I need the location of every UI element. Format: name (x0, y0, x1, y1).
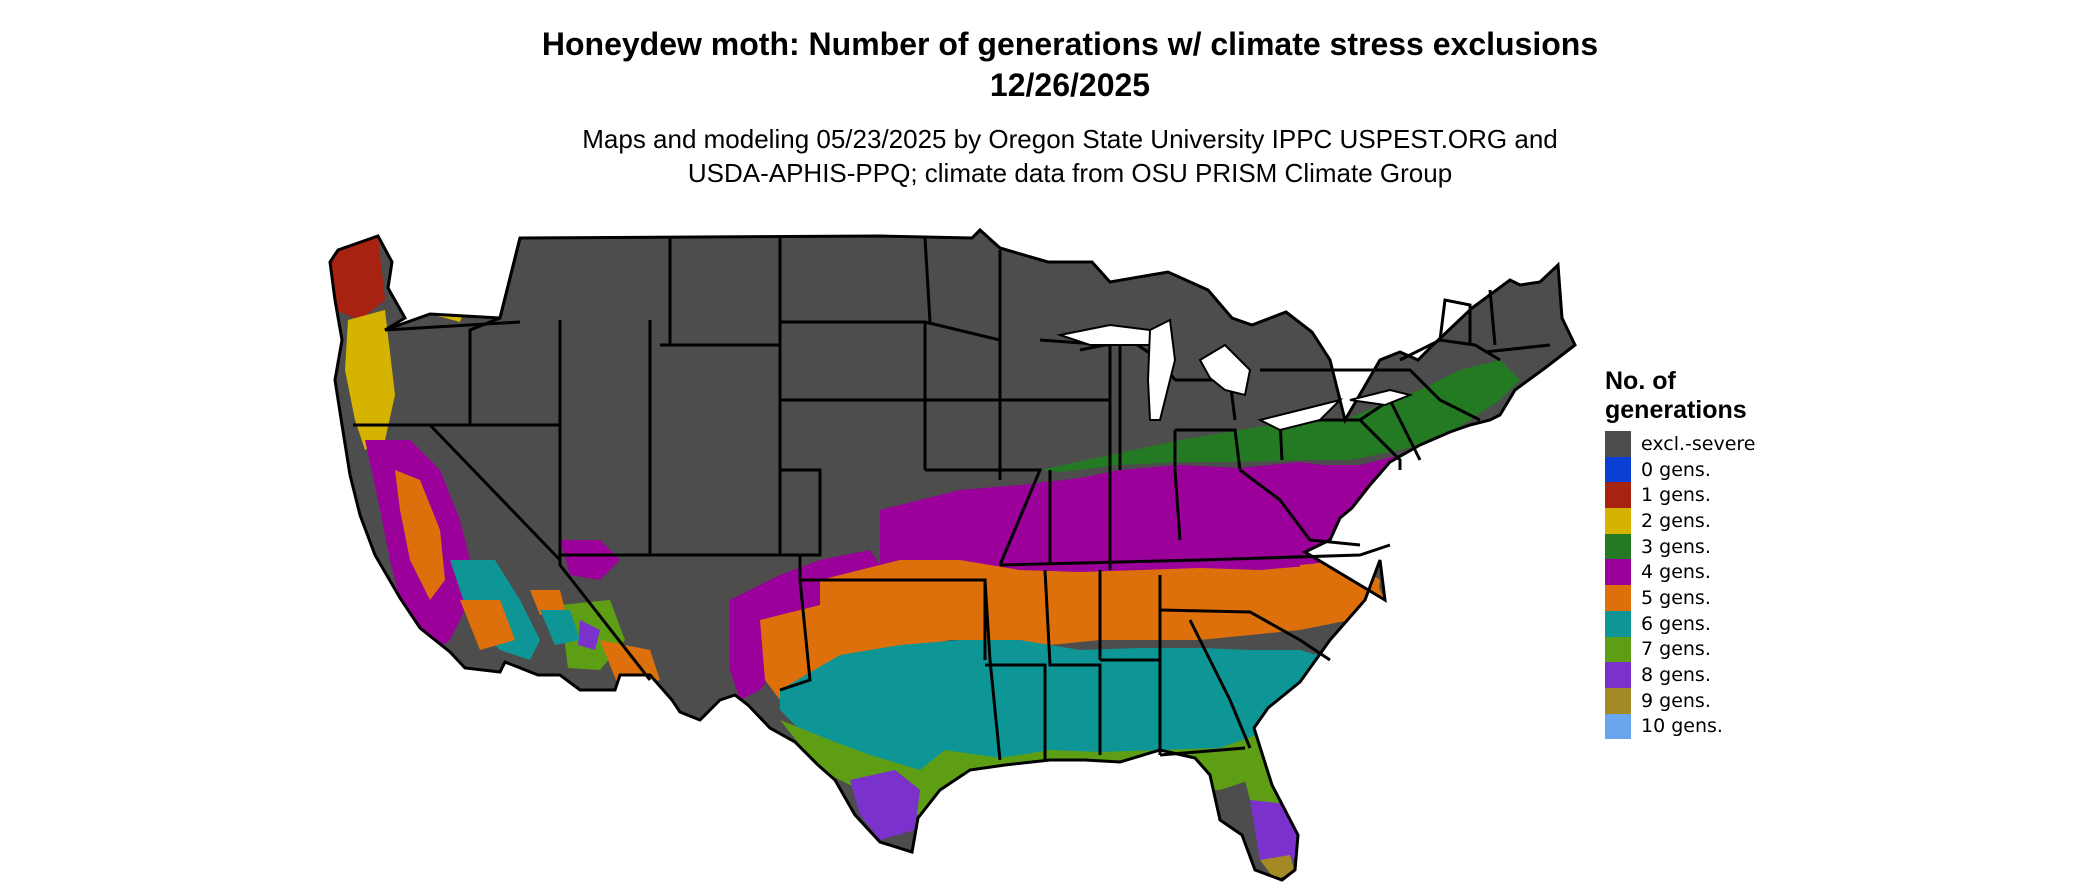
legend-swatch (1605, 662, 1631, 688)
legend-title-line-1: No. of (1605, 367, 1676, 395)
legend-label: 8 gens. (1641, 664, 1711, 687)
map-subtitle: Maps and modeling 05/23/2025 by Oregon S… (300, 122, 1840, 190)
legend-label: 0 gens. (1641, 458, 1711, 481)
legend-swatch (1605, 713, 1631, 740)
legend-label: 7 gens. (1641, 638, 1711, 661)
legend-swatch (1605, 559, 1631, 586)
legend-label: 3 gens. (1641, 535, 1711, 558)
title-line-2: 12/26/2025 (989, 67, 1151, 103)
legend-swatch (1605, 585, 1631, 611)
legend-label: excl.-severe (1641, 432, 1756, 455)
legend-item-5-gens: 5 gens. (1605, 585, 1756, 611)
legend-label: 2 gens. (1641, 509, 1711, 532)
legend-swatch (1605, 431, 1631, 457)
legend-item-3-gens: 3 gens. (1605, 533, 1756, 560)
legend-swatch (1605, 687, 1631, 714)
legend-item-4-gens: 4 gens. (1605, 559, 1756, 586)
legend-label: 5 gens. (1641, 586, 1711, 609)
legend-title: No. of generations (1605, 367, 1756, 425)
legend-swatch (1605, 610, 1631, 637)
map-title: Honeydew moth: Number of generations w/ … (300, 24, 1840, 106)
legend-item-8-gens: 8 gens. (1605, 662, 1756, 688)
legend-item-6-gens: 6 gens. (1605, 610, 1756, 637)
legend-label: 9 gens. (1641, 689, 1711, 712)
legend-item-1-gens: 1 gens. (1605, 482, 1756, 509)
legend-swatch (1605, 456, 1631, 483)
subtitle-line-2: USDA-APHIS-PPQ; climate data from OSU PR… (687, 158, 1453, 188)
legend-label: 10 gens. (1641, 715, 1723, 738)
legend-item-7-gens: 7 gens. (1605, 636, 1756, 663)
legend-item-excl-severe: excl.-severe (1605, 431, 1756, 457)
legend-item-0-gens: 0 gens. (1605, 456, 1756, 483)
legend-label: 1 gens. (1641, 484, 1711, 507)
legend-swatch (1605, 533, 1631, 560)
legend-label: 6 gens. (1641, 612, 1711, 635)
legend-label: 4 gens. (1641, 561, 1711, 584)
legend-title-line-2: generations (1605, 396, 1747, 424)
legend-items: excl.-severe 0 gens. 1 gens. 2 gens. 3 g… (1605, 431, 1756, 740)
legend-item-10-gens: 10 gens. (1605, 713, 1756, 740)
legend-swatch (1605, 636, 1631, 663)
title-line-1: Honeydew moth: Number of generations w/ … (541, 26, 1599, 62)
legend-item-9-gens: 9 gens. (1605, 687, 1756, 714)
legend-swatch (1605, 482, 1631, 509)
subtitle-line-1: Maps and modeling 05/23/2025 by Oregon S… (582, 124, 1558, 154)
legend-item-2-gens: 2 gens. (1605, 508, 1756, 534)
legend-swatch (1605, 508, 1631, 534)
map-legend: No. of generations excl.-severe 0 gens. … (1605, 367, 1756, 740)
